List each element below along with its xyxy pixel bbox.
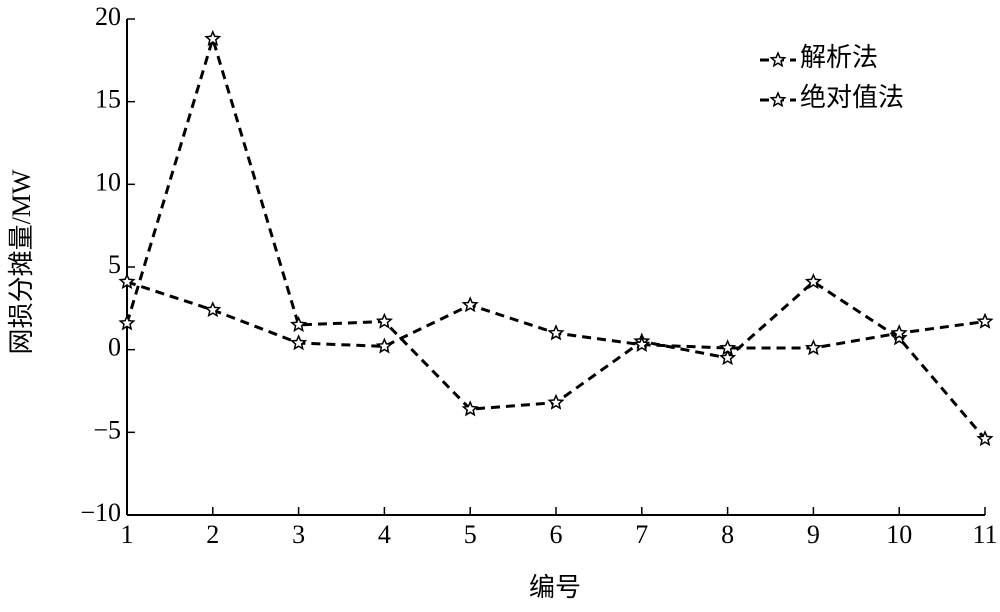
marker <box>204 301 222 318</box>
marker <box>804 273 822 290</box>
x-axis-label: 编号 <box>529 573 581 602</box>
marker <box>375 337 393 354</box>
marker <box>890 324 908 341</box>
marker <box>204 29 222 47</box>
marker <box>290 334 308 351</box>
marker <box>976 429 994 447</box>
x-tick-label: 4 <box>378 520 391 549</box>
y-tick-label: 15 <box>95 85 121 114</box>
marker <box>633 335 651 352</box>
x-tick-label: 10 <box>886 520 912 549</box>
marker <box>290 316 308 333</box>
y-tick-label: 0 <box>108 333 121 362</box>
y-tick-label: −5 <box>93 415 121 444</box>
marker <box>461 400 479 417</box>
x-tick-label: 5 <box>464 520 477 549</box>
legend-marker <box>769 51 787 68</box>
x-tick-label: 1 <box>121 520 134 549</box>
marker <box>719 339 737 356</box>
marker <box>719 348 737 366</box>
y-tick-label: 5 <box>108 250 121 279</box>
x-tick-label: 9 <box>807 520 820 549</box>
x-tick-label: 11 <box>972 520 997 549</box>
marker <box>461 296 479 313</box>
x-tick-label: 6 <box>550 520 563 549</box>
marker <box>375 312 393 329</box>
y-tick-label: 20 <box>95 2 121 31</box>
legend-label: 绝对值法 <box>800 83 904 112</box>
x-tick-label: 2 <box>206 520 219 549</box>
y-tick-label: 10 <box>95 167 121 196</box>
marker <box>804 339 822 356</box>
x-tick-label: 8 <box>721 520 734 549</box>
legend-marker <box>769 91 787 108</box>
marker <box>890 329 908 346</box>
series-line <box>126 280 986 350</box>
x-tick-label: 7 <box>635 520 648 549</box>
y-axis-label: 网损分摊量/MW <box>7 169 36 354</box>
legend-label: 解析法 <box>800 43 878 72</box>
y-tick-label: −10 <box>80 498 121 527</box>
marker <box>547 324 565 341</box>
marker <box>118 273 136 290</box>
marker <box>976 312 994 329</box>
x-tick-label: 3 <box>292 520 305 549</box>
marker <box>118 314 136 331</box>
marker <box>547 393 565 410</box>
